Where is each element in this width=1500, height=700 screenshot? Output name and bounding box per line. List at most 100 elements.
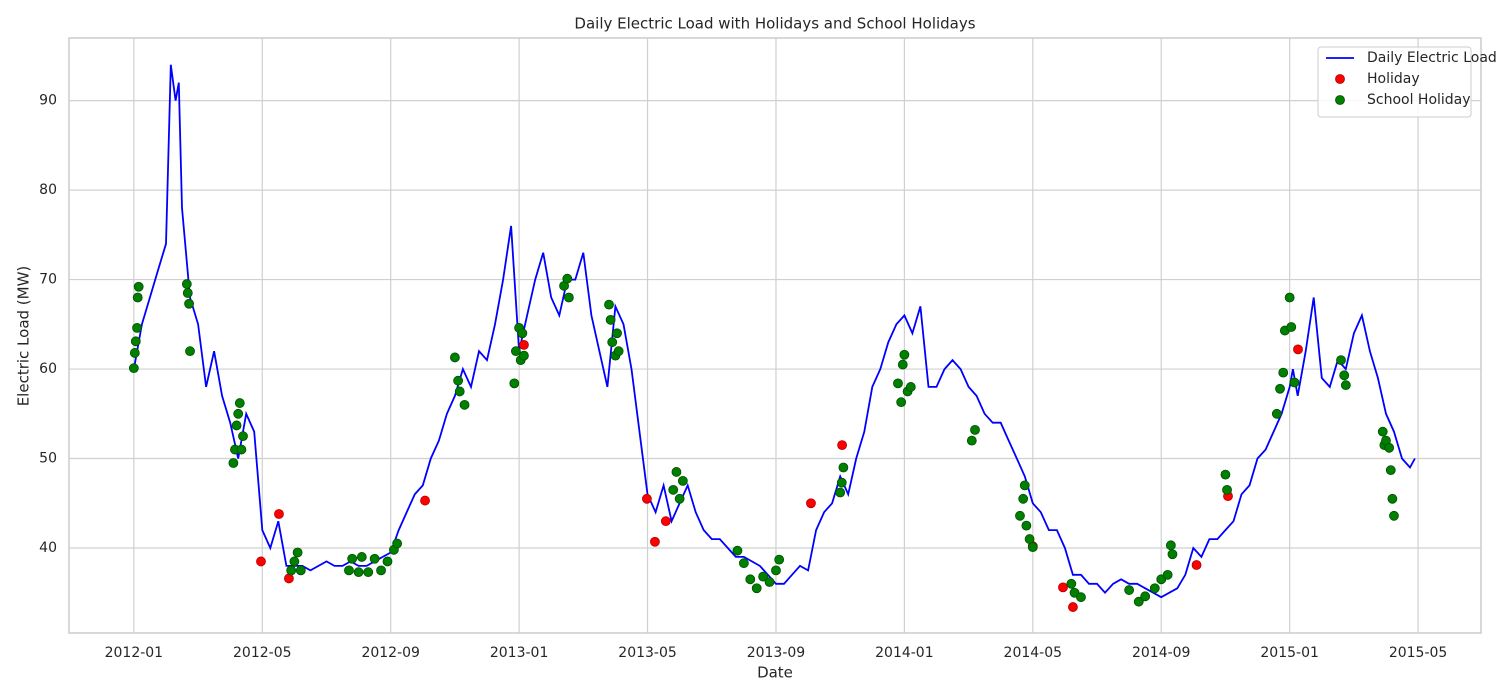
x-tick-label: 2015-05 [1389,645,1448,661]
scatter-point [1018,493,1029,504]
scatter-point [835,487,846,498]
x-tick-label: 2013-05 [618,645,677,661]
scatter-point [184,298,194,309]
scatter-point [511,346,521,357]
legend-marker [1335,74,1345,84]
scatter-point [295,565,306,576]
scatter-point [836,477,847,488]
scatter-point [453,375,464,386]
scatter-point [238,431,248,442]
scatter-point [1220,469,1231,480]
scatter-point [660,516,671,527]
scatter-point [612,328,622,339]
scatter-point [1015,510,1025,521]
scatter-point [751,583,762,594]
scatter-point [1162,569,1173,580]
y-tick-label: 80 [39,182,57,198]
scatter-point [605,314,616,325]
scatter-point [837,440,848,451]
scatter-point [758,571,769,582]
grid [69,38,1481,633]
x-tick-label: 2013-09 [747,645,806,661]
scatter-point [1289,377,1300,388]
scatter-point [1275,383,1285,394]
scatter-point [771,565,781,576]
scatter-point [1384,442,1395,453]
scatter-point [231,420,242,431]
scatter-point [1271,408,1282,419]
x-tick-label: 2015-01 [1260,645,1319,661]
scatter-point [1019,480,1030,491]
legend-box [1317,46,1472,118]
scatter-point [420,495,430,506]
scatter-point [233,408,244,419]
x-tick-label: 2014-01 [875,645,934,661]
scatter-point [289,556,300,567]
scatter-point [1124,585,1135,595]
scatter-point [970,424,980,435]
scatter-point [1149,583,1160,594]
scatter-point [376,565,386,576]
scatter-point [1066,578,1077,589]
scatter-point [1340,380,1351,391]
scatter-point [562,273,573,284]
scatter-point [347,553,358,564]
scatter-point [509,378,520,389]
scatter-point [897,359,908,370]
scatter-point [454,386,465,397]
scatter-point [236,444,247,455]
scatter-point [650,536,660,547]
scatter-point [181,279,192,289]
scatter-point [1278,367,1289,378]
scatter-point [1336,355,1346,366]
scatter-point [1293,344,1303,355]
scatter-point [1377,426,1388,437]
scatter-point [132,322,142,333]
scatter-point [613,346,624,357]
scatter-point [677,475,688,486]
scatter-point [128,363,139,374]
scatter-point [459,399,470,410]
scatter-point [130,336,141,347]
scatter-point [745,574,756,585]
scatter-point [604,299,614,310]
scatter-point [732,545,743,556]
scatter-point [774,554,785,565]
scatter-point [1068,602,1078,612]
load-line [133,64,1416,599]
y-tick-label: 90 [39,93,57,109]
scatter-point [1027,542,1038,553]
scatter-point [1222,484,1232,495]
y-tick-label: 60 [39,361,57,377]
scatter-point [234,398,245,408]
x-tick-label: 2012-01 [105,645,164,661]
scatter-point [129,348,140,358]
scatter-point [519,339,529,350]
scatter-point [1284,292,1295,303]
scatter-point [356,552,367,562]
scatter-point [1167,549,1178,560]
y-tick-label: 70 [39,272,57,288]
scatter-point [738,558,749,569]
scatter-point [893,378,903,389]
scatter-point [274,509,284,519]
scatter-point [1191,560,1202,570]
scatter-point [185,346,195,357]
scatter-point [382,556,393,567]
plot-frame [68,37,1482,634]
y-axis-label: Electric Load (MW) [15,266,33,407]
scatter-point [1076,592,1086,603]
scatter-point [133,281,144,292]
scatter-point [1140,591,1151,602]
legend-label: Holiday [1367,71,1420,87]
x-tick-label: 2013-01 [490,645,549,661]
scatter-point [607,337,618,348]
scatter-point [1385,465,1396,476]
chart-title: Daily Electric Load with Holidays and Sc… [574,15,975,33]
scatter-point [1024,534,1035,544]
scatter-point [671,467,682,477]
scatter-point [806,498,816,509]
scatter-point [764,577,775,587]
scatter-point [517,328,528,339]
